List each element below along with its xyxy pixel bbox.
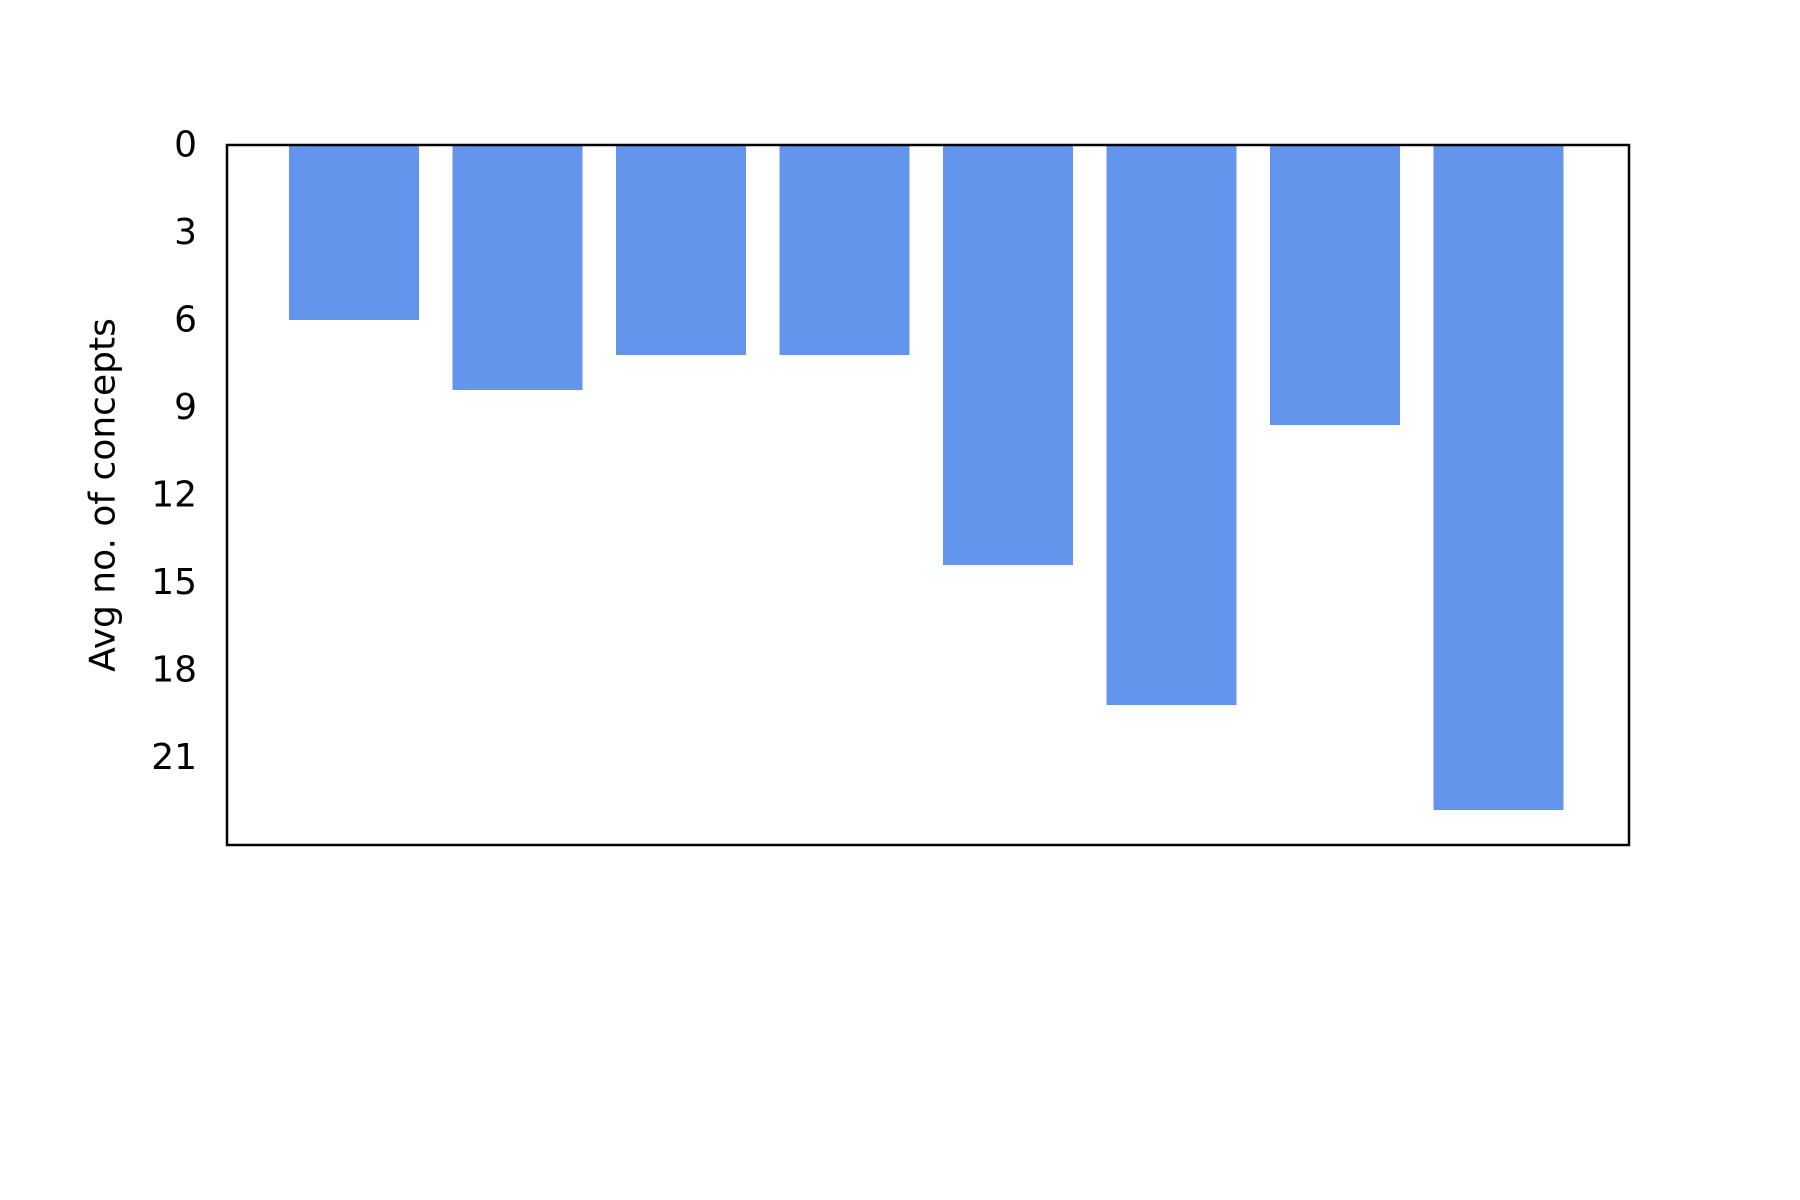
y-tick-label: 3 xyxy=(174,212,197,253)
y-tick-label: 0 xyxy=(174,125,197,166)
bar-3 xyxy=(616,145,746,355)
bars-group xyxy=(289,145,1564,810)
y-axis-ticks: 0 3 6 9 12 15 18 21 xyxy=(151,125,197,779)
y-tick-label: 12 xyxy=(151,475,197,516)
y-tick-label: 6 xyxy=(174,300,197,341)
bar-7 xyxy=(1270,145,1400,425)
plot-frame xyxy=(225,143,1631,847)
y-tick-label: 9 xyxy=(174,387,197,428)
y-tick-label: 15 xyxy=(151,562,197,603)
y-tick-label: 18 xyxy=(151,650,197,691)
bar-6 xyxy=(1106,145,1237,705)
bar-5 xyxy=(943,145,1073,565)
bar-4 xyxy=(779,145,910,355)
y-tick-label: 21 xyxy=(151,737,197,778)
bar-2 xyxy=(452,145,583,390)
bar-8 xyxy=(1433,145,1564,810)
bar-1 xyxy=(289,145,419,320)
y-axis-label: Avg no. of concepts xyxy=(83,318,124,672)
